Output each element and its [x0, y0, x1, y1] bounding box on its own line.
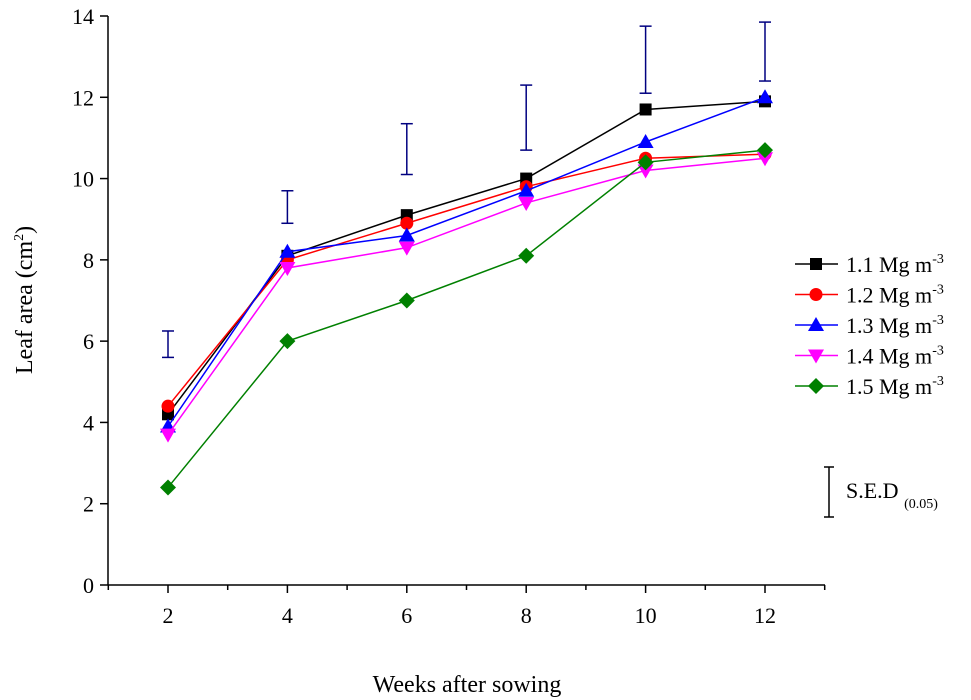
- marker-diamond: [279, 333, 296, 350]
- sed-error-bar: [759, 21, 771, 82]
- marker-circle: [161, 399, 175, 413]
- marker-triangle-up: [808, 317, 824, 331]
- y-tick-label: 14: [72, 4, 94, 29]
- marker-triangle-down: [757, 152, 773, 167]
- series-line: [167, 96, 766, 427]
- marker-diamond: [637, 154, 654, 171]
- series-line: [167, 100, 766, 415]
- series-1-5-Mg-m: [160, 142, 773, 496]
- x-axis-label: Weeks after sowing: [373, 672, 562, 698]
- series-line: [167, 153, 766, 407]
- marker-circle: [809, 288, 823, 301]
- marker-square: [639, 103, 652, 116]
- marker-diamond: [518, 247, 535, 264]
- sed-error-bar: [639, 25, 652, 94]
- legend-item: 1.1 Mg m-3: [795, 252, 944, 277]
- y-tick-label: 2: [83, 492, 94, 517]
- series-line: [167, 149, 766, 488]
- marker-circle: [400, 216, 414, 230]
- marker-diamond: [398, 292, 415, 309]
- marker-triangle-up: [637, 133, 654, 148]
- y-tick-label: 4: [83, 410, 94, 435]
- marker-diamond: [757, 142, 773, 159]
- x-tick-label: 6: [401, 603, 412, 628]
- series-1-1-Mg-m: [162, 95, 771, 421]
- marker-square: [810, 258, 822, 270]
- sed-error-bar: [400, 122, 413, 176]
- legend-label: 1.3 Mg m-3: [846, 313, 944, 338]
- marker-triangle-up: [518, 182, 535, 197]
- series-1-3-Mg-m: [160, 89, 773, 433]
- legend-label: 1.1 Mg m-3: [846, 252, 944, 277]
- series-1-2-Mg-m: [161, 147, 772, 413]
- legend-item: 1.2 Mg m-3: [795, 283, 944, 308]
- series-line: [167, 157, 766, 436]
- marker-triangle-down: [398, 241, 415, 256]
- legend-label: 1.5 Mg m-3: [846, 374, 944, 399]
- x-tick-label: 8: [521, 603, 532, 628]
- series-1-4-Mg-m: [160, 152, 773, 443]
- y-axis-label: Leaf area (cm2): [12, 226, 38, 374]
- marker-triangle-down: [518, 196, 535, 211]
- x-tick-label: 2: [163, 603, 174, 628]
- marker-triangle-down: [279, 261, 296, 276]
- x-tick-label: 10: [635, 603, 657, 628]
- sed-error-bar: [520, 84, 533, 151]
- marker-triangle-down: [808, 349, 824, 364]
- marker-triangle-down: [637, 164, 654, 179]
- legend-label: 1.4 Mg m-3: [846, 344, 944, 369]
- marker-diamond: [808, 378, 824, 394]
- y-tick-label: 12: [72, 85, 94, 110]
- legend-item: 1.3 Mg m-3: [795, 313, 944, 338]
- legend-item: 1.4 Mg m-3: [795, 344, 944, 369]
- sed-error-bar: [162, 330, 174, 359]
- legend-item: 1.5 Mg m-3: [795, 374, 944, 399]
- marker-triangle-up: [757, 89, 773, 104]
- legend-label: 1.2 Mg m-3: [846, 283, 944, 308]
- sed-legend-label: S.E.D (0.05): [846, 478, 938, 512]
- sed-error-bar: [281, 190, 294, 225]
- marker-triangle-down: [160, 428, 176, 443]
- y-tick-label: 6: [83, 329, 94, 354]
- y-tick-label: 0: [83, 573, 94, 598]
- marker-triangle-up: [398, 227, 415, 242]
- y-tick-label: 10: [72, 167, 94, 192]
- legend-item-sed: S.E.D (0.05): [824, 466, 938, 518]
- x-tick-label: 4: [282, 603, 293, 628]
- y-tick-label: 8: [83, 248, 94, 273]
- marker-diamond: [160, 479, 176, 496]
- marker-triangle-up: [279, 243, 296, 258]
- x-tick-label: 12: [754, 603, 776, 628]
